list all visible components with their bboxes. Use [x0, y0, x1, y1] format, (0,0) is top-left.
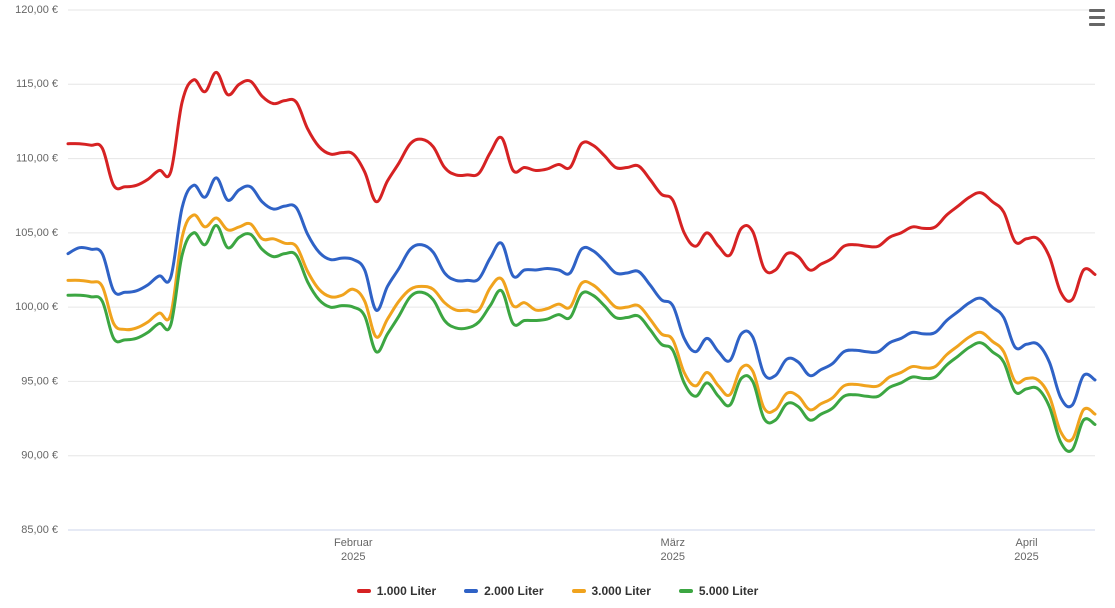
- y-tick-label: 105,00 €: [15, 227, 58, 239]
- legend-label: 2.000 Liter: [484, 584, 543, 598]
- legend-swatch: [572, 589, 586, 593]
- x-tick-label-month: April: [1016, 537, 1038, 549]
- legend-item[interactable]: 2.000 Liter: [464, 584, 543, 598]
- x-tick-label-year: 2025: [341, 551, 365, 563]
- legend-item[interactable]: 1.000 Liter: [357, 584, 436, 598]
- legend-item[interactable]: 3.000 Liter: [572, 584, 651, 598]
- legend-swatch: [464, 589, 478, 593]
- chart-legend: 1.000 Liter 2.000 Liter 3.000 Liter 5.000 L…: [0, 584, 1115, 598]
- y-tick-label: 110,00 €: [16, 152, 58, 164]
- y-tick-label: 95,00 €: [21, 375, 58, 387]
- legend-label: 3.000 Liter: [592, 584, 651, 598]
- legend-swatch: [679, 589, 693, 593]
- chart-plot-area: 85,00 € 90,00 € 95,00 € 100,00 € 105,00 € 110…: [0, 0, 1115, 608]
- legend-item[interactable]: 5.000 Liter: [679, 584, 758, 598]
- y-tick-label: 115,00 €: [16, 78, 58, 90]
- y-tick-label: 85,00 €: [21, 524, 58, 536]
- x-tick-label-month: Februar: [334, 537, 373, 549]
- y-tick-label: 100,00 €: [15, 301, 58, 313]
- y-tick-label: 90,00 €: [21, 450, 58, 462]
- price-chart: 85,00 € 90,00 € 95,00 € 100,00 € 105,00 € 110…: [0, 0, 1115, 608]
- chart-menu-button[interactable]: [1081, 6, 1105, 28]
- series-line: [68, 225, 1095, 451]
- y-tick-label: 120,00 €: [15, 4, 58, 16]
- x-tick-label-year: 2025: [661, 551, 685, 563]
- legend-label: 1.000 Liter: [377, 584, 436, 598]
- x-tick-label-month: März: [661, 537, 685, 549]
- legend-swatch: [357, 589, 371, 593]
- legend-label: 5.000 Liter: [699, 584, 758, 598]
- x-tick-label-year: 2025: [1014, 551, 1038, 563]
